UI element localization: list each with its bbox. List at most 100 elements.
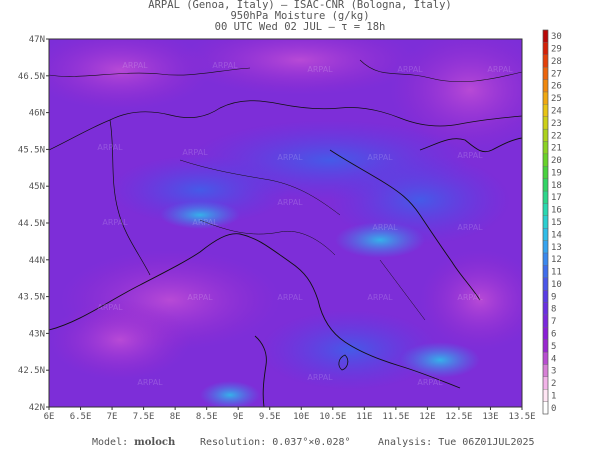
watermark-logo: ARPAL	[397, 65, 423, 74]
lat-label: 47N	[29, 35, 45, 45]
colorbar-label: 20	[551, 156, 562, 166]
footer-analysis: Analysis: Tue 06Z01JUL2025	[378, 437, 535, 448]
border-regional-central	[199, 219, 336, 256]
colorbar-label: 19	[551, 168, 562, 178]
lat-label: 42.5N	[18, 366, 45, 376]
coastline-istria	[419, 137, 522, 153]
lon-label: 12.5E	[445, 412, 472, 422]
watermark-logo: ARPAL	[307, 373, 333, 382]
lon-label: 11E	[356, 412, 372, 422]
colorbar-label: 24	[551, 107, 562, 117]
watermark-logo: ARPAL	[367, 153, 393, 162]
colorbar-swatch	[542, 277, 549, 291]
watermark-logo: ARPAL	[122, 61, 148, 70]
colorbar-swatch	[542, 389, 549, 402]
lon-label: 13.5E	[508, 412, 535, 422]
watermark-logo: ARPAL	[487, 65, 513, 74]
coastline-ligurian-tyrrhenian	[49, 233, 461, 389]
colorbar-label: 15	[551, 218, 562, 228]
title-institutions: ARPAL (Genoa, Italy) – ISAC-CNR (Bologna…	[148, 0, 452, 11]
moisture-field	[49, 39, 522, 407]
watermark-logo: ARPAL	[192, 218, 218, 227]
longitude-axis: 6E 6.5E 7E 7.5E 8E 8.5E 9E 9.5E 10E 10.5E 11E 11.5E…	[44, 407, 536, 422]
latitude-axis: 47N 46.5N 46N 45.5N 45N 44.5N 44N 43.5N 43N 42.5N…	[18, 35, 49, 413]
lon-label: 8.5E	[196, 412, 218, 422]
lat-label: 46.5N	[18, 72, 45, 82]
colorbar-label: 2	[551, 379, 556, 389]
colorbar-label: 9	[551, 292, 556, 302]
watermark-logo: ARPAL	[187, 293, 213, 302]
colorbar-swatch	[542, 116, 549, 130]
border-swiss	[49, 67, 251, 77]
colorbar-swatch	[542, 203, 549, 216]
watermark-logo: ARPAL	[102, 218, 128, 227]
colorbar-label: 16	[551, 206, 562, 216]
border-alps	[49, 100, 522, 151]
lat-label: 42N	[29, 403, 45, 413]
watermark-logo: ARPAL	[137, 378, 163, 387]
colorbar-frame	[542, 29, 549, 415]
colorbar-swatch	[542, 252, 549, 266]
colorbar-swatch	[542, 215, 549, 229]
colorbar-swatch	[542, 327, 549, 340]
colorbar-swatch	[542, 79, 549, 93]
footer-resolution: Resolution: 0.037°×0.028°	[200, 437, 351, 448]
colorbar-label: 28	[551, 57, 562, 67]
colorbar-swatch	[542, 376, 549, 390]
coastline-corsica	[254, 335, 267, 407]
colorbar-swatch	[542, 289, 549, 303]
lon-label: 7E	[107, 412, 118, 422]
colorbar-label: 4	[551, 354, 556, 364]
colorbar-swatch	[542, 128, 549, 142]
colorbar-swatch	[542, 314, 549, 328]
colorbar-label: 1	[551, 391, 556, 401]
colorbar-swatch	[542, 240, 549, 254]
colorbar-swatch	[542, 190, 549, 204]
watermark-logo: ARPAL	[367, 293, 393, 302]
lon-label: 10E	[293, 412, 309, 422]
colorbar-label: 10	[551, 280, 562, 290]
border-regional-south	[379, 259, 426, 321]
lat-label: 43.5N	[18, 293, 45, 303]
watermark-logo: ARPAL	[277, 153, 303, 162]
colorbar-swatch	[542, 54, 549, 68]
colorbar-label: 26	[551, 82, 562, 92]
colorbar-swatch	[542, 401, 549, 415]
lon-label: 9.5E	[259, 412, 281, 422]
lon-label: 9E	[233, 412, 244, 422]
lat-label: 44.5N	[18, 219, 45, 229]
colorbar-swatch	[542, 265, 549, 278]
lat-label: 43N	[29, 329, 45, 339]
colorbar-label: 5	[551, 342, 556, 352]
colorbar-label: 22	[551, 131, 562, 141]
border-france-italy	[109, 119, 151, 276]
colorbar-swatch	[542, 178, 549, 192]
lon-label: 11.5E	[382, 412, 409, 422]
colorbar-label: 30	[551, 32, 562, 42]
lat-label: 45.5N	[18, 145, 45, 155]
title-time: 00 UTC Wed 02 JUL – τ = 18h	[214, 21, 386, 33]
watermark-logo: ARPAL	[372, 223, 398, 232]
watermark-logo: ARPAL	[417, 378, 443, 387]
lon-label: 8E	[170, 412, 181, 422]
colorbar-label: 3	[551, 367, 556, 377]
colorbar-label: 21	[551, 144, 562, 154]
colorbar-label: 6	[551, 329, 556, 339]
colorbar-label: 18	[551, 181, 562, 191]
lon-label: 6E	[44, 412, 55, 422]
lon-label: 12E	[419, 412, 435, 422]
colorbar-swatch	[542, 91, 549, 105]
watermark-layer: ARPAL ARPAL ARPAL ARPAL ARPAL ARPAL ARPAL ARPAL…	[97, 61, 513, 387]
colorbar-label: 29	[551, 45, 562, 55]
colorbar-swatch	[542, 104, 549, 117]
border-austria	[359, 59, 522, 83]
colorbar-label: 11	[551, 268, 562, 278]
watermark-logo: ARPAL	[97, 143, 123, 152]
colorbar-label: 25	[551, 94, 562, 104]
watermark-logo: ARPAL	[212, 61, 238, 70]
lon-label: 7.5E	[133, 412, 155, 422]
lat-label: 45N	[29, 182, 45, 192]
watermark-logo: ARPAL	[97, 303, 123, 312]
colorbar-swatch	[542, 29, 549, 43]
